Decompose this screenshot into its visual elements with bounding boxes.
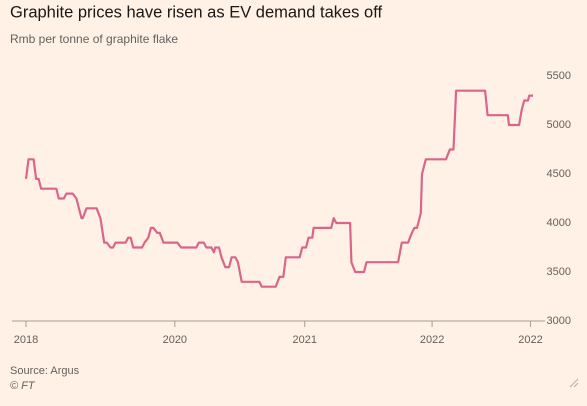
y-tick-label: 3500 xyxy=(547,266,571,278)
credit: © FT xyxy=(10,380,36,392)
x-tick-label: 2020 xyxy=(163,334,187,346)
x-tick-label: 2022 xyxy=(518,334,542,346)
y-tick-label: 4000 xyxy=(547,217,571,229)
x-tick-label: 2022 xyxy=(420,334,444,346)
source: Source: Argus xyxy=(10,365,80,377)
y-tick-label: 3000 xyxy=(547,315,571,327)
y-tick-label: 4500 xyxy=(547,168,571,180)
y-tick-label: 5000 xyxy=(547,119,571,131)
line xyxy=(24,89,533,288)
chart-subtitle: Rmb per tonne of graphite flake xyxy=(10,32,178,46)
y-tick-label: 5500 xyxy=(547,70,571,82)
chart-title: Graphite prices have risen as EV demand … xyxy=(10,3,382,21)
x-tick-label: 2021 xyxy=(292,334,316,346)
resize-icon xyxy=(569,378,579,388)
x-tick-label: 2018 xyxy=(14,334,38,346)
